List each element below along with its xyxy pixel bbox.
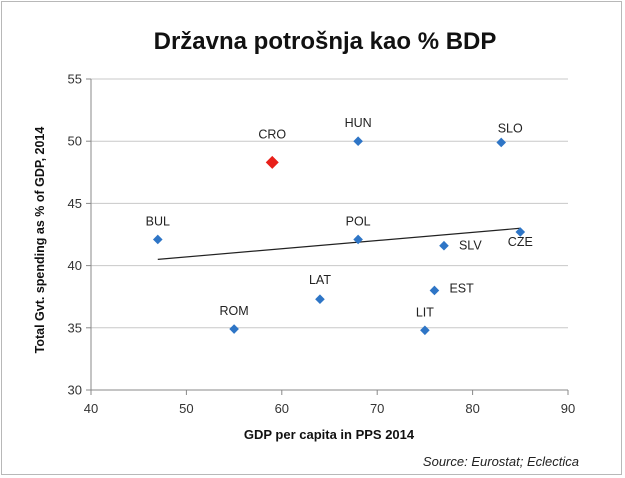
- y-tick-label: 35: [68, 320, 82, 335]
- tick-labels: 30 35 40 45 50 55 40 50 60 70 80 90: [68, 72, 576, 417]
- point-marker-lat: [315, 294, 325, 304]
- point-marker-hun: [353, 136, 363, 146]
- trendline: [157, 227, 521, 260]
- point-marker-slo: [496, 137, 507, 148]
- point-labels: HUN SLO BUL POL SLV CZE LAT EST ROM LIT CRO: [146, 116, 533, 319]
- trendline-group: [157, 227, 521, 260]
- point-marker-lit: [420, 325, 430, 336]
- point-label-bul: BUL: [146, 214, 170, 228]
- gridlines: [91, 78, 568, 391]
- point-label-hun: HUN: [345, 116, 372, 130]
- axes: [86, 78, 569, 395]
- point-marker-bul: [152, 234, 163, 245]
- point-marker-pol: [353, 234, 363, 245]
- data-points: [152, 136, 526, 336]
- point-label-lat: LAT: [309, 273, 331, 287]
- x-tick-label: 40: [84, 401, 98, 416]
- point-label-lit: LIT: [416, 305, 434, 319]
- x-tick-label: 70: [370, 401, 384, 416]
- point-label-pol: POL: [346, 214, 371, 228]
- y-tick-label: 50: [68, 134, 82, 149]
- point-label-cro: CRO: [258, 127, 286, 141]
- point-label-cze: CZE: [508, 235, 533, 249]
- point-marker-cro: [265, 155, 279, 169]
- point-marker-slv: [439, 240, 449, 251]
- x-tick-label: 50: [179, 401, 193, 416]
- point-label-slv: SLV: [459, 239, 482, 253]
- point-label-rom: ROM: [220, 304, 249, 318]
- y-tick-label: 55: [68, 72, 82, 87]
- y-tick-label: 45: [68, 196, 82, 211]
- point-marker-cze: [515, 227, 526, 237]
- x-tick-label: 60: [275, 401, 289, 416]
- x-tick-label: 90: [561, 401, 575, 416]
- y-tick-label: 30: [68, 383, 82, 398]
- point-label-slo: SLO: [498, 121, 523, 135]
- x-axis-label: GDP per capita in PPS 2014: [243, 427, 415, 442]
- point-label-est: EST: [449, 281, 474, 295]
- x-tick-label: 80: [465, 401, 479, 416]
- y-tick-label: 40: [68, 258, 82, 273]
- point-marker-rom: [229, 324, 239, 334]
- source-note: Source: Eurostat; Eclectica: [422, 454, 579, 469]
- chart-title: Državna potrošnja kao % BDP: [153, 28, 497, 55]
- point-marker-est: [429, 285, 440, 296]
